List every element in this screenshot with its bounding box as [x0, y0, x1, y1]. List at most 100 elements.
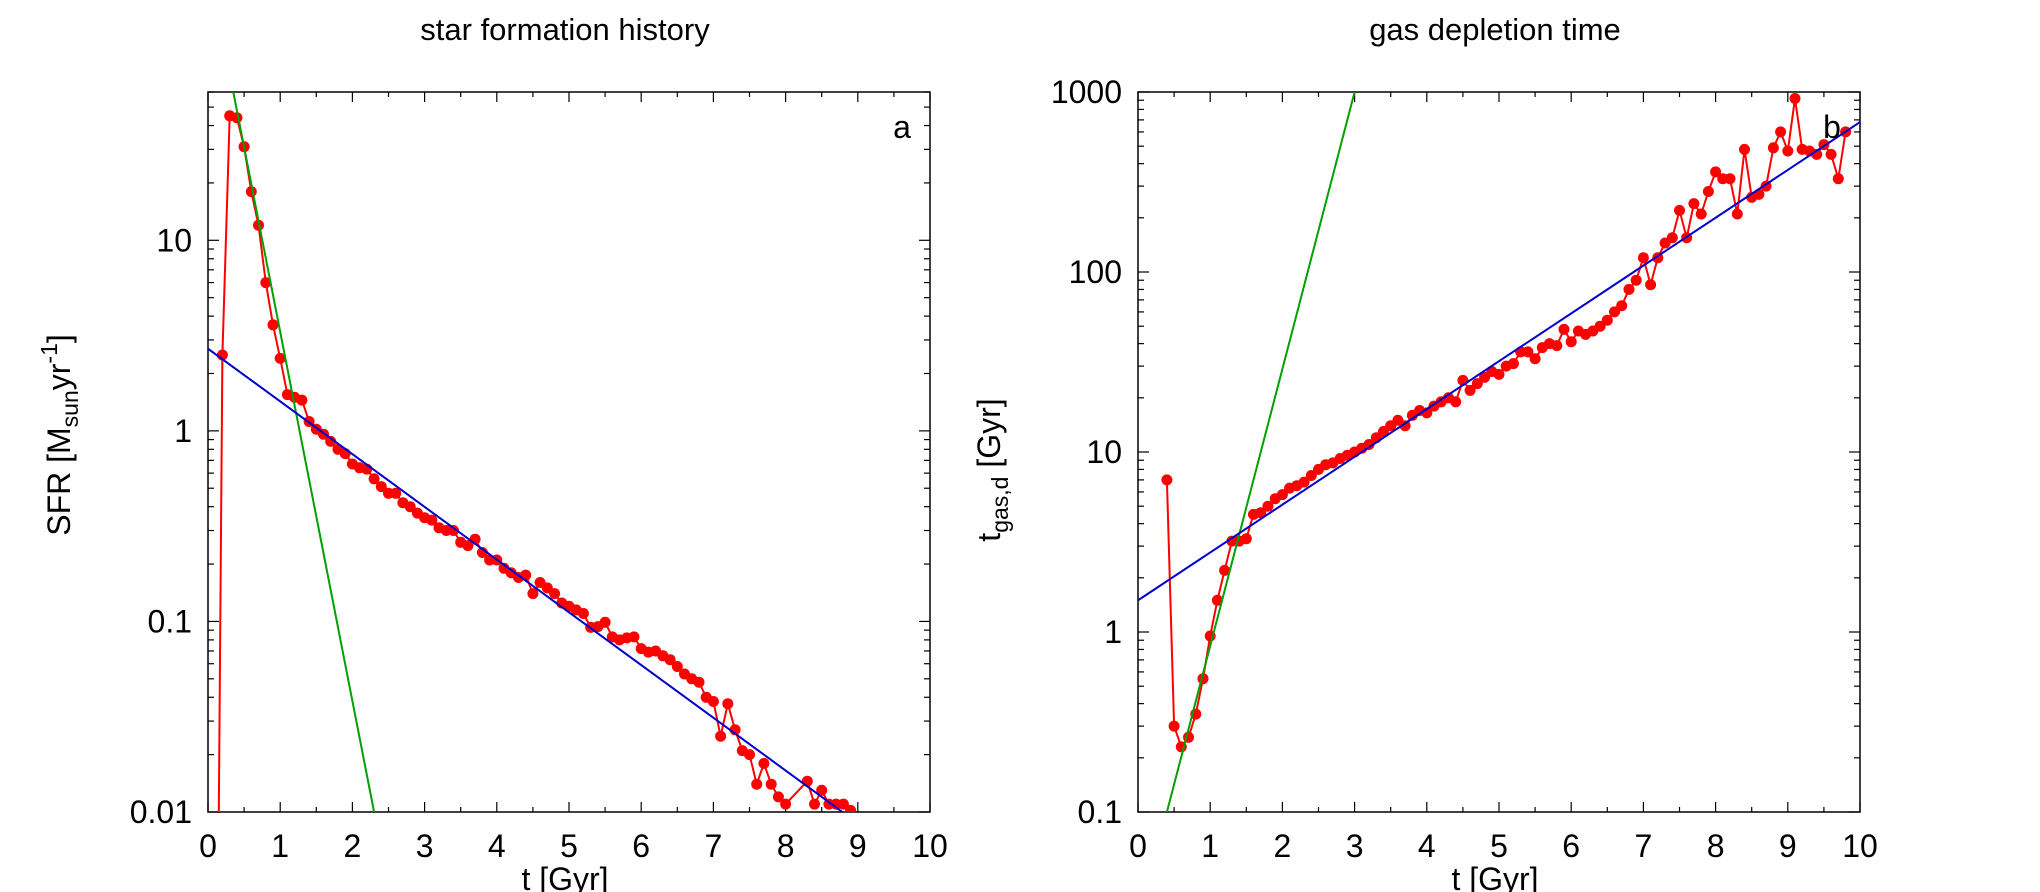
data-point [1767, 142, 1779, 154]
x-tick-label-a: 2 [344, 828, 362, 864]
data-point [260, 277, 272, 289]
x-tick-label-a: 6 [632, 828, 650, 864]
data-point [599, 616, 611, 628]
data-point [1464, 384, 1476, 396]
data-point [765, 778, 777, 790]
data-point [1211, 594, 1223, 606]
data-point [1695, 208, 1707, 220]
data-point [1276, 489, 1288, 501]
data-point [1832, 173, 1844, 185]
chart-title-a: star formation history [420, 12, 710, 47]
series-line-fit-early-rise [1165, 92, 1356, 812]
data-point [1637, 252, 1649, 264]
data-point [1305, 470, 1317, 481]
y-axis-label-b: tgas,d [Gyr] [971, 398, 1013, 541]
y-tick-label-b: 10 [1086, 434, 1122, 470]
data-point [1168, 720, 1180, 732]
x-tick-label-b: 4 [1418, 828, 1436, 864]
data-point [1616, 300, 1628, 312]
data-point [780, 798, 792, 810]
x-tick-label-a: 3 [416, 828, 434, 864]
x-axis-label-a: t [Gyr] [521, 861, 608, 892]
data-point [837, 798, 849, 810]
data-point [1666, 232, 1678, 244]
panel-letter-b: b [1823, 109, 1841, 145]
data-point [751, 778, 763, 790]
data-point [1674, 204, 1685, 216]
data-point [1731, 208, 1743, 220]
y-tick-label-b: 1 [1104, 614, 1122, 650]
data-point [375, 481, 387, 493]
data-point [1471, 378, 1483, 390]
y-tick-label-b: 1000 [1051, 74, 1122, 110]
data-point [368, 473, 380, 485]
x-tick-label-b: 8 [1707, 828, 1725, 864]
data-point [1551, 340, 1563, 352]
y-tick-label-a: 0.1 [148, 603, 192, 639]
x-tick-label-a: 4 [488, 828, 506, 864]
data-point [1240, 533, 1252, 545]
data-point [693, 676, 705, 688]
data-point [390, 487, 402, 499]
x-tick-label-a: 8 [777, 828, 795, 864]
x-tick-label-b: 9 [1779, 828, 1797, 864]
y-axis-label-a: SFR [Msunyr-1] [36, 334, 83, 536]
data-point [1558, 323, 1570, 335]
data-point [801, 775, 813, 787]
data-point [1630, 274, 1642, 286]
x-tick-label-b: 3 [1346, 828, 1364, 864]
data-point [448, 525, 459, 536]
data-point [1739, 143, 1750, 155]
data-point [274, 352, 286, 364]
chart-title-b: gas depletion time [1369, 12, 1621, 47]
data-point [1161, 474, 1173, 486]
data-point [527, 588, 539, 600]
data-point [1702, 186, 1714, 197]
x-tick-label-b: 7 [1635, 828, 1653, 864]
series-group-b [1138, 92, 1860, 812]
data-point [628, 631, 640, 643]
data-point [1609, 306, 1620, 318]
data-point [707, 696, 719, 707]
panel-gas-depletion-time: gas depletion time 0 1 2 3 4 5 6 7 8 9 10 0.1 1 10 100… [971, 12, 1878, 892]
data-point [1529, 353, 1541, 365]
data-point [1255, 507, 1267, 519]
series-line-simulation-sfr [217, 114, 852, 812]
data-point [1623, 283, 1635, 295]
x-tick-label-a: 0 [199, 828, 217, 864]
y-tick-label-b: 0.1 [1078, 794, 1122, 830]
data-point [549, 588, 561, 600]
y-tick-label-b: 100 [1069, 254, 1122, 290]
series-line-fit-early-decline [232, 92, 376, 812]
data-point [462, 540, 474, 552]
data-point [1450, 396, 1462, 408]
data-point [1782, 145, 1794, 157]
data-point [1565, 336, 1577, 348]
y-tick-label-a: 10 [156, 222, 192, 258]
panel-star-formation-history: star formation history 0 1 2 3 4 5 6 7 8 9 100.010… [36, 12, 948, 892]
data-point [404, 501, 416, 513]
data-point [1724, 173, 1736, 185]
data-point [1298, 476, 1310, 488]
data-point [1710, 166, 1722, 178]
x-tick-label-b: 1 [1201, 828, 1219, 864]
data-point [845, 804, 857, 812]
data-point [1825, 148, 1837, 160]
x-tick-label-a: 5 [560, 828, 578, 864]
y-tick-label-a: 1 [174, 413, 192, 449]
data-point [1775, 126, 1787, 138]
data-point [1601, 314, 1613, 326]
data-point [267, 319, 279, 331]
x-tick-label-b: 6 [1562, 828, 1580, 864]
series-line-fit-late-rise [1138, 121, 1860, 602]
data-point [1399, 420, 1411, 432]
x-tick-label-a: 9 [849, 828, 867, 864]
data-point [1789, 93, 1801, 104]
panel-letter-a: a [893, 109, 911, 145]
series-group-a [208, 92, 857, 812]
data-point [816, 784, 828, 796]
data-point [1507, 358, 1519, 370]
data-point [1594, 320, 1606, 332]
data-point [426, 514, 438, 526]
